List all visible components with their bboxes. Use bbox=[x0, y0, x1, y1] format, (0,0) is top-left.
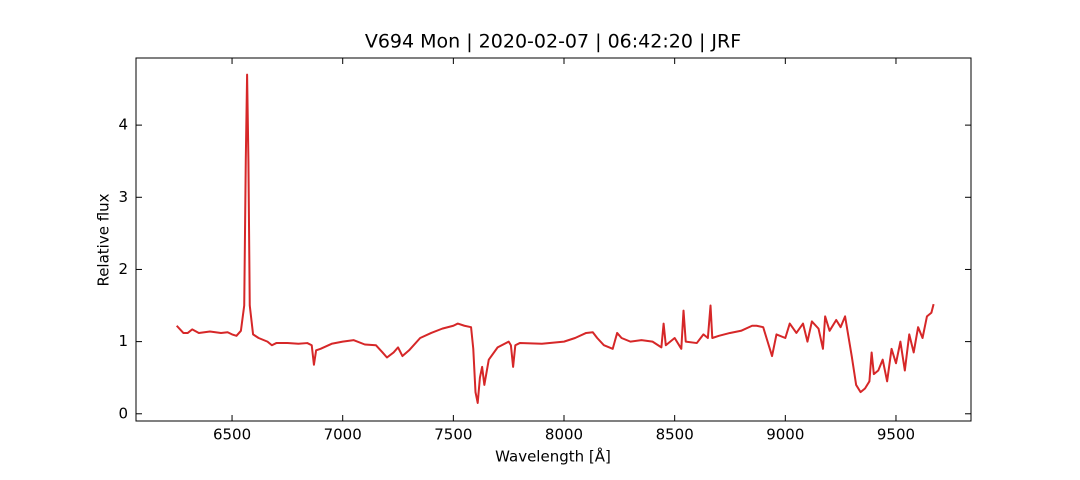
x-tick-label: 7000 bbox=[324, 426, 362, 444]
y-tick-label: 1 bbox=[118, 332, 128, 350]
x-tick-label: 7500 bbox=[434, 426, 472, 444]
y-tick-label: 3 bbox=[118, 188, 128, 206]
x-tick-label: 9500 bbox=[877, 426, 915, 444]
x-tick-label: 8500 bbox=[656, 426, 694, 444]
y-tick-label: 2 bbox=[118, 260, 128, 278]
x-axis-label: Wavelength [Å] bbox=[495, 447, 611, 466]
y-tick-label: 4 bbox=[118, 116, 128, 134]
chart-title: V694 Mon | 2020-02-07 | 06:42:20 | JRF bbox=[365, 31, 741, 53]
spectrum-line bbox=[175, 73, 935, 404]
x-tick-label: 6500 bbox=[213, 426, 251, 444]
y-tick-label: 0 bbox=[118, 404, 128, 422]
x-tick-label: 9000 bbox=[766, 426, 804, 444]
x-tick-label: 8000 bbox=[545, 426, 583, 444]
plot-frame bbox=[135, 57, 972, 422]
y-axis-label: Relative flux bbox=[95, 193, 113, 286]
